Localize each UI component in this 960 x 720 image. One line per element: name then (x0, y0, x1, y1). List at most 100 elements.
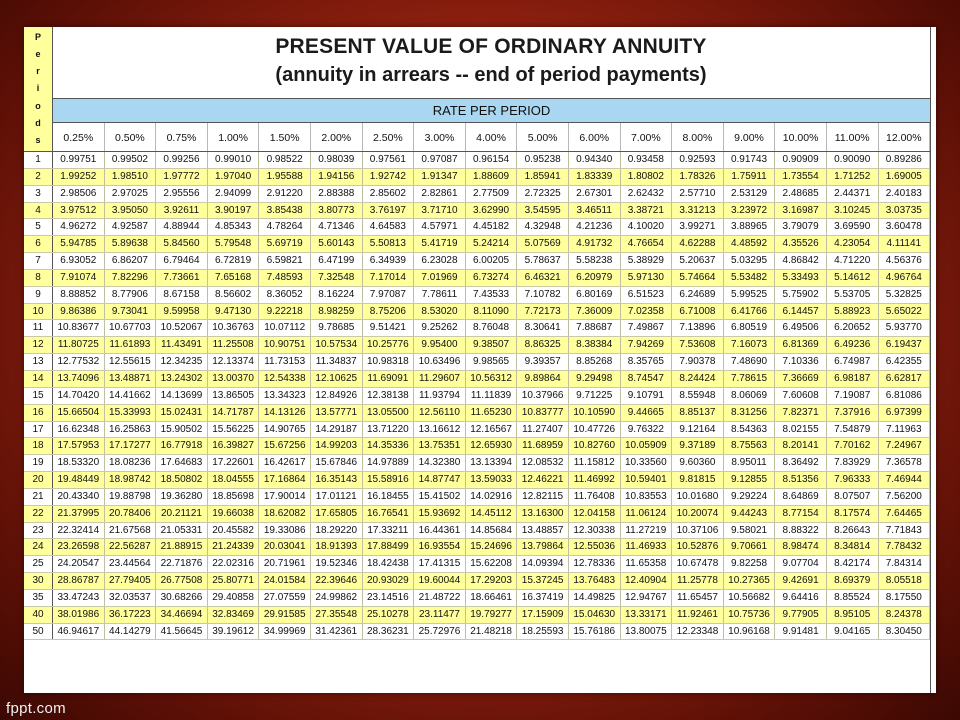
value-cell: 4.48592 (724, 236, 776, 253)
value-cell: 3.16987 (775, 202, 827, 219)
value-cell: 11.76408 (569, 488, 621, 505)
value-cell: 23.26598 (53, 539, 105, 556)
value-cell: 2.98506 (53, 185, 105, 202)
value-cell: 5.84560 (156, 236, 208, 253)
value-cell: 12.04158 (569, 505, 621, 522)
value-cell: 2.44371 (827, 185, 879, 202)
value-cell: 4.86842 (775, 253, 827, 269)
value-cell: 8.95105 (827, 606, 879, 623)
value-cell: 18.98742 (105, 472, 157, 488)
value-cell: 6.71008 (672, 303, 724, 320)
value-cell: 33.47243 (53, 589, 105, 606)
value-cell: 8.05518 (879, 573, 931, 589)
period-cell: 40 (24, 606, 53, 623)
table-row: 2 1.99252 1.98510 1.97772 1.97040 1.95588 1.94… (24, 168, 931, 186)
value-cell: 19.88798 (105, 488, 157, 505)
value-cell: 8.85268 (569, 354, 621, 370)
rate-header-cell: 5.00% (517, 123, 569, 151)
value-cell: 9.07704 (775, 556, 827, 573)
value-cell: 13.05500 (363, 404, 415, 421)
value-cell: 15.90502 (156, 421, 208, 438)
value-cell: 6.81086 (879, 387, 931, 404)
value-cell: 7.70162 (827, 438, 879, 455)
value-cell: 13.74096 (53, 370, 105, 387)
value-cell: 9.44665 (621, 404, 673, 421)
value-cell: 7.73661 (156, 269, 208, 286)
period-cell: 50 (24, 623, 53, 640)
value-cell: 19.48449 (53, 472, 105, 488)
period-cell: 16 (24, 404, 53, 421)
value-cell: 10.52067 (156, 320, 208, 337)
value-cell: 28.36231 (363, 623, 415, 640)
value-cell: 11.27407 (517, 421, 569, 438)
value-cell: 21.48218 (466, 623, 518, 640)
value-cell: 13.86505 (208, 387, 260, 404)
value-cell: 25.72976 (414, 623, 466, 640)
value-cell: 4.96764 (879, 269, 931, 286)
value-cell: 5.60143 (311, 236, 363, 253)
value-cell: 1.73554 (775, 168, 827, 185)
period-cell: 19 (24, 455, 53, 472)
value-cell: 8.98474 (775, 539, 827, 556)
value-cell: 10.59401 (621, 472, 673, 488)
value-cell: 1.88609 (466, 168, 518, 185)
value-cell: 7.02358 (621, 303, 673, 320)
value-cell: 15.58916 (363, 472, 415, 488)
value-cell: 4.76654 (621, 236, 673, 253)
value-cell: 2.48685 (775, 185, 827, 202)
value-cell: 8.76048 (466, 320, 518, 337)
value-cell: 17.33211 (363, 522, 415, 539)
value-cell: 15.37245 (517, 573, 569, 589)
value-cell: 0.93458 (621, 152, 673, 168)
rate-header-cell: 9.00% (724, 123, 776, 151)
value-cell: 11.15812 (569, 455, 621, 472)
value-cell: 6.59821 (259, 253, 311, 269)
value-cell: 9.95400 (414, 337, 466, 354)
value-cell: 22.39646 (311, 573, 363, 589)
value-cell: 10.83677 (53, 320, 105, 337)
value-cell: 14.41662 (105, 387, 157, 404)
value-cell: 15.76186 (569, 623, 621, 640)
value-cell: 5.88923 (827, 303, 879, 320)
value-cell: 10.83777 (517, 404, 569, 421)
value-cell: 41.56645 (156, 623, 208, 640)
value-cell: 8.24424 (672, 370, 724, 387)
table-row: 16 15.66504 15.33993 15.02431 14.71787 14.131… (24, 404, 931, 422)
table-row: 3 2.98506 2.97025 2.95556 2.94099 2.91220 2.88… (24, 185, 931, 203)
value-cell: 22.71876 (156, 556, 208, 573)
value-cell: 8.85137 (672, 404, 724, 421)
value-cell: 3.54595 (517, 202, 569, 219)
value-cell: 6.20979 (569, 269, 621, 286)
value-cell: 15.41502 (414, 488, 466, 505)
value-cell: 2.57710 (672, 185, 724, 202)
value-cell: 4.62288 (672, 236, 724, 253)
value-cell: 18.62082 (259, 505, 311, 522)
period-cell: 1 (24, 152, 53, 168)
value-cell: 5.89638 (105, 236, 157, 253)
value-cell: 13.48871 (105, 370, 157, 387)
period-cell: 7 (24, 253, 53, 269)
value-cell: 9.25262 (414, 320, 466, 337)
value-cell: 1.94156 (311, 168, 363, 185)
value-cell: 5.65022 (879, 303, 931, 320)
value-cell: 10.67478 (672, 556, 724, 573)
value-cell: 8.02155 (775, 421, 827, 438)
value-cell: 34.46694 (156, 606, 208, 623)
value-cell: 4.11141 (879, 236, 931, 253)
value-cell: 6.34939 (363, 253, 415, 269)
value-cell: 16.35143 (311, 472, 363, 488)
rate-header-cell: 4.00% (466, 123, 518, 151)
value-cell: 0.97087 (414, 152, 466, 168)
period-cell: 4 (24, 202, 53, 219)
value-cell: 11.69091 (363, 370, 415, 387)
value-cell: 17.41315 (414, 556, 466, 573)
value-cell: 11.34837 (311, 354, 363, 370)
value-cell: 7.60608 (775, 387, 827, 404)
rate-header-cell: 3.00% (414, 123, 466, 151)
table-row: 1 0.99751 0.99502 0.99256 0.99010 0.98522 0.98… (24, 152, 931, 169)
value-cell: 0.98522 (259, 152, 311, 168)
value-cell: 11.46992 (569, 472, 621, 488)
value-cell: 15.56225 (208, 421, 260, 438)
value-cell: 6.14457 (775, 303, 827, 320)
value-cell: 2.53129 (724, 185, 776, 202)
